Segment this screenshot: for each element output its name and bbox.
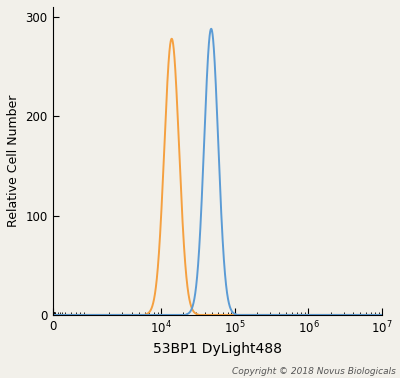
Y-axis label: Relative Cell Number: Relative Cell Number: [7, 95, 20, 227]
X-axis label: 53BP1 DyLight488: 53BP1 DyLight488: [153, 342, 282, 356]
Text: Copyright © 2018 Novus Biologicals: Copyright © 2018 Novus Biologicals: [232, 367, 396, 376]
